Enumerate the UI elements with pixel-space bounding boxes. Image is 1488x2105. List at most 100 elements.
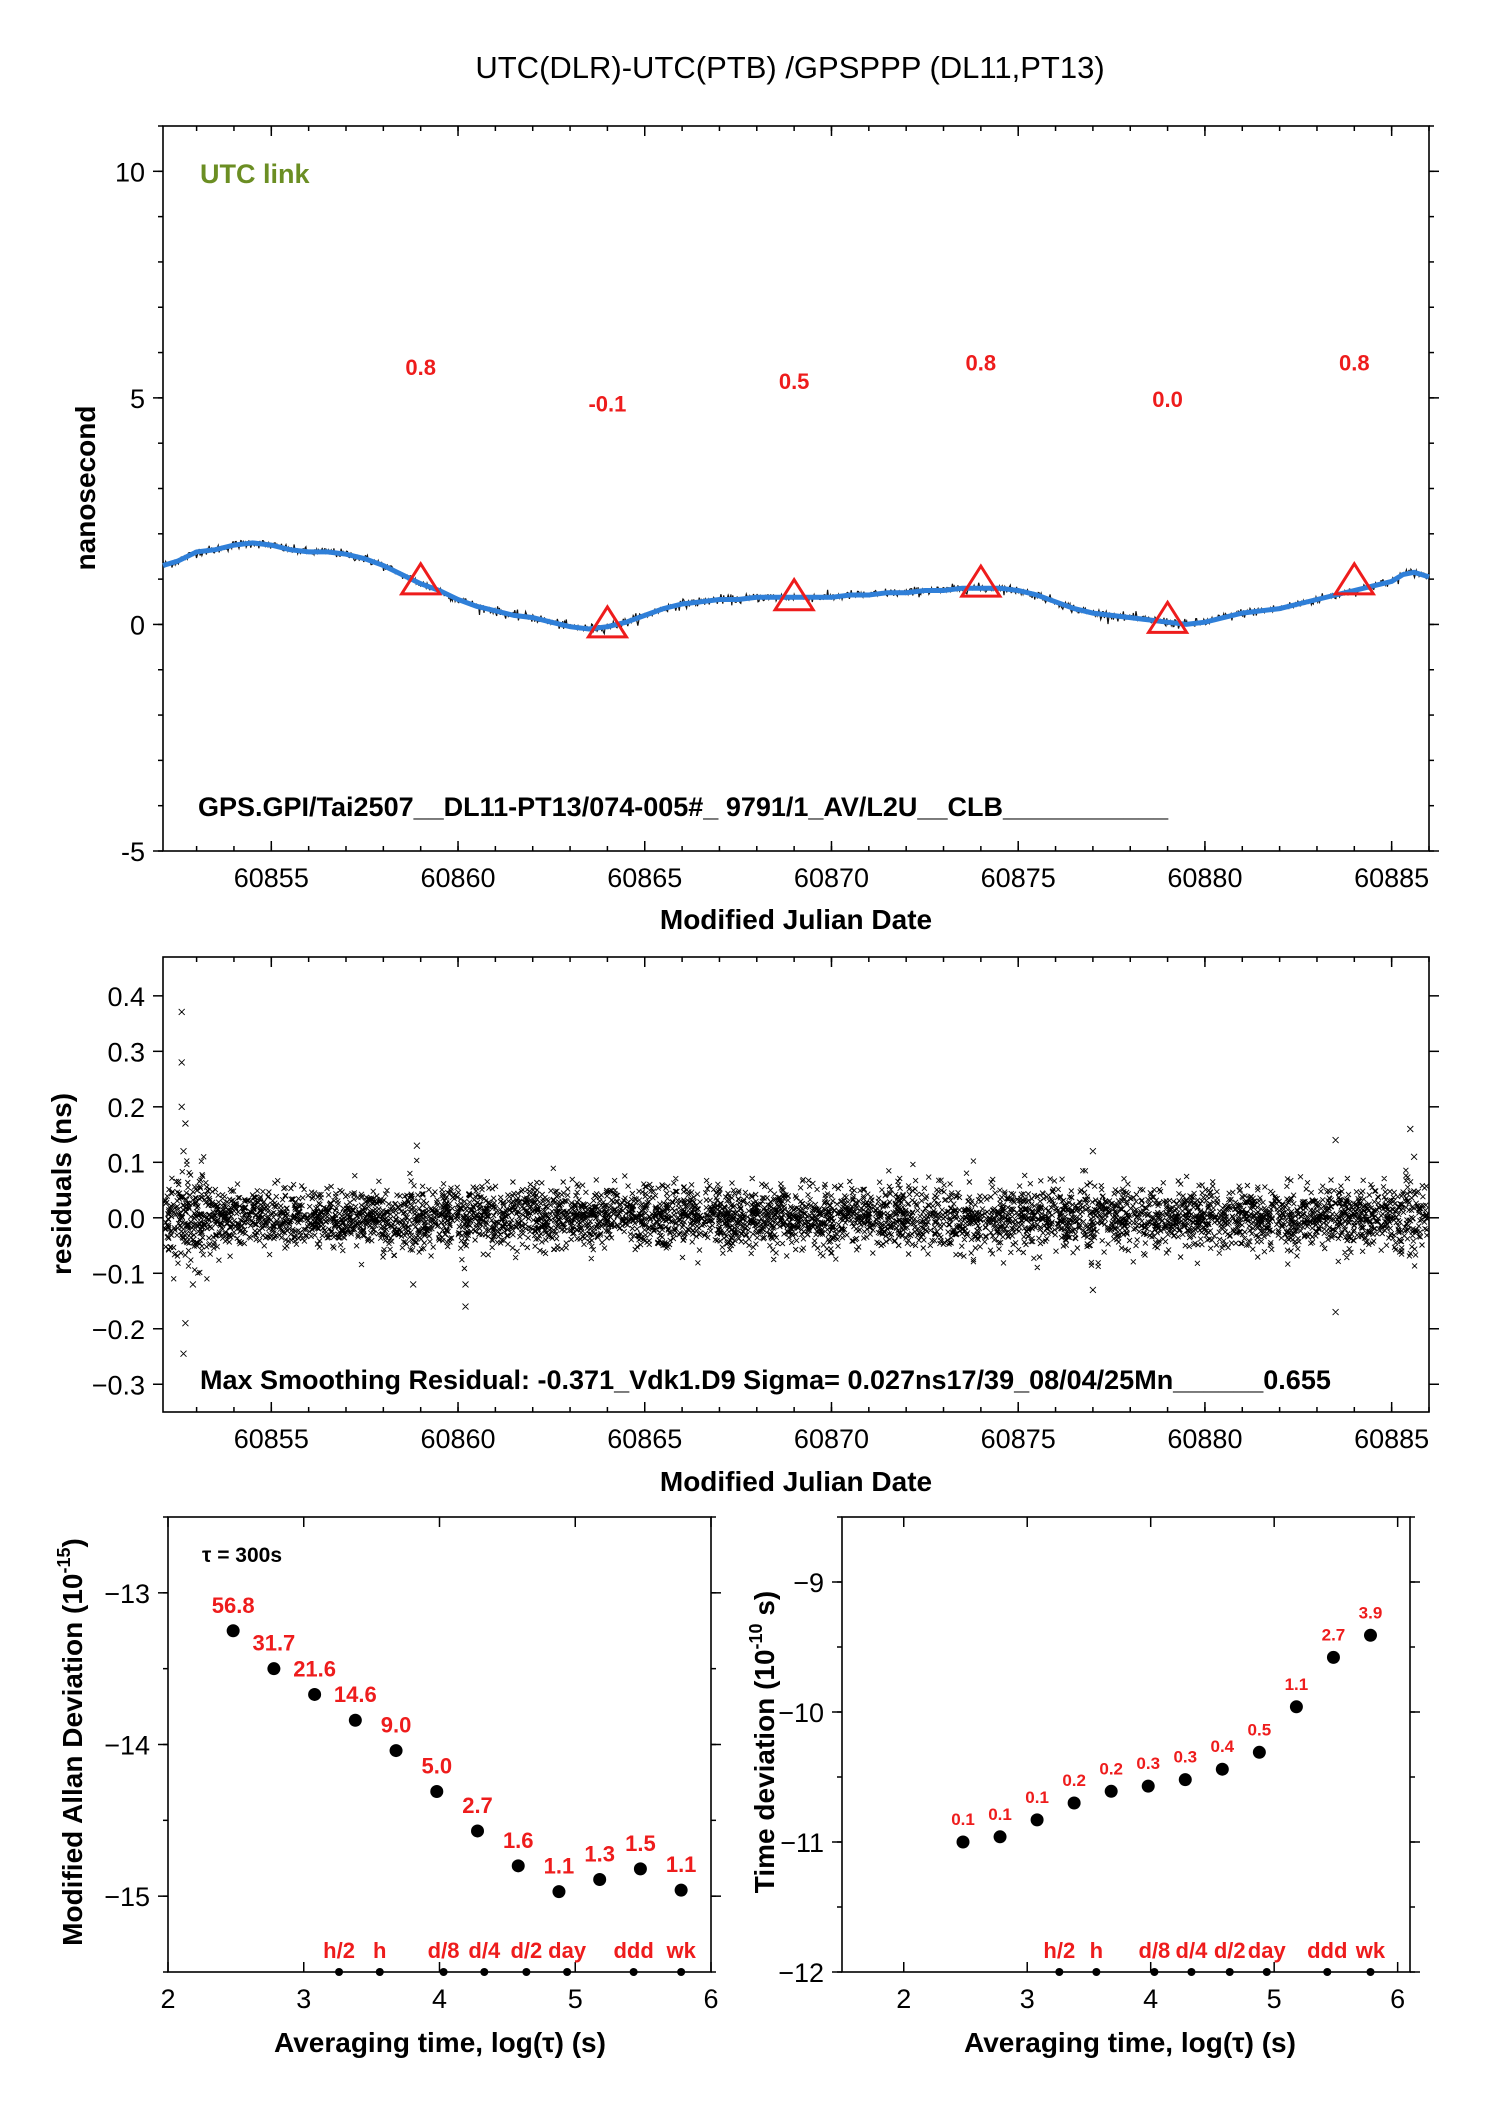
deviation-value-label: 0.4: [1210, 1737, 1234, 1756]
deviation-value-label: 14.6: [334, 1682, 377, 1707]
x-tick-label: 60870: [794, 863, 869, 893]
period-marker-label: d/2: [1214, 1938, 1246, 1963]
period-marker: [677, 1968, 686, 1976]
panel-tdev: 2 3 4 5 6−12−11−10−9 0.1 0.10.10.20.2 0.3 0.30.…: [746, 1516, 1420, 2058]
deviation-point: [471, 1824, 485, 1838]
y-tick-label: −9: [793, 1568, 824, 1598]
deviation-point: [993, 1830, 1007, 1844]
deviation-value-label: 1.1: [1285, 1675, 1309, 1694]
deviation-value-label: 1.3: [584, 1841, 615, 1866]
x-tick-label: 3: [296, 1984, 311, 2014]
y-tick-label: -5: [121, 837, 145, 867]
y-tick-label: −15: [104, 1882, 150, 1912]
deviation-point: [674, 1883, 688, 1897]
period-marker: [563, 1968, 572, 1976]
panel-allan-ylabel-sup: -15: [54, 1547, 74, 1573]
x-tick-label: 60885: [1354, 1424, 1429, 1454]
deviation-value-label: 0.1: [951, 1810, 975, 1829]
y-tick-label: −13: [104, 1579, 150, 1609]
link-tag: UTC link: [200, 159, 310, 189]
x-tick-label: 60880: [1167, 1424, 1242, 1454]
deviation-point: [430, 1785, 444, 1799]
x-tick-label: 60865: [607, 863, 682, 893]
x-tick-label: 2: [896, 1984, 911, 2014]
period-marker-label: wk: [665, 1938, 696, 1963]
x-tick-label: 5: [1267, 1984, 1282, 2014]
panel-offset-footer: GPS.GPI/Tai2507__DL11-PT13/074-005#_ 979…: [198, 792, 1169, 822]
x-tick-label: 3: [1020, 1984, 1035, 2014]
marker-value-label: 0.0: [1152, 387, 1183, 412]
deviation-value-label: 2.7: [462, 1793, 493, 1818]
period-marker: [1092, 1968, 1101, 1976]
panel-residuals-frame: [162, 956, 1430, 1413]
deviation-value-label: 1.1: [666, 1852, 697, 1877]
deviation-point: [1252, 1745, 1266, 1759]
deviation-point: [1289, 1700, 1303, 1714]
panel-allan-ylabel: Modified Allan Deviation (10-15): [54, 1538, 88, 1946]
marker-value-label: 0.5: [779, 369, 810, 394]
x-tick-label: 6: [703, 1984, 718, 2014]
page-title: UTC(DLR)-UTC(PTB) /GPSPPP (DL11,PT13): [475, 50, 1104, 85]
deviation-value-label: 0.3: [1173, 1748, 1197, 1767]
y-tick-label: −10: [778, 1698, 824, 1728]
y-tick-label: 0.4: [107, 982, 145, 1012]
x-tick-label: 6: [1390, 1984, 1405, 2014]
period-marker: [1262, 1968, 1271, 1976]
deviation-point: [1141, 1779, 1155, 1793]
panel-offset-ticks: 60855 60860 60865 60870 60875 60880 60885 -5 0 5 1…: [115, 125, 1439, 893]
y-tick-label: −0.3: [92, 1370, 145, 1400]
y-tick-label: 5: [130, 384, 145, 414]
deviation-value-label: 0.2: [1062, 1771, 1086, 1790]
panel-offset-smooth-curve: [162, 540, 1430, 632]
deviation-point: [389, 1744, 403, 1758]
x-tick-label: 5: [568, 1984, 583, 2014]
marker-value-label: 0.8: [1339, 351, 1370, 376]
deviation-point: [511, 1859, 525, 1873]
y-tick-label: −12: [778, 1958, 824, 1988]
y-tick-label: 10: [115, 157, 145, 187]
panel-tdev-ylabel: Time deviation (10-10 s): [746, 1591, 780, 1894]
deviation-value-label: 1.5: [625, 1831, 656, 1856]
deviation-value-label: 0.3: [1136, 1754, 1160, 1773]
marker-value-label: 0.8: [966, 351, 997, 376]
period-marker: [335, 1968, 344, 1976]
panel-allan-ticks: 2 3 4 5 6 −15 −14 −13: [104, 1516, 721, 2014]
period-marker-label: h: [1090, 1938, 1103, 1963]
period-marker: [375, 1968, 384, 1976]
panel-residuals-points: [162, 1008, 1430, 1358]
deviation-point: [1067, 1796, 1081, 1810]
period-marker: [1150, 1968, 1159, 1976]
panel-residuals-footer: Max Smoothing Residual: -0.371_Vdk1.D9 S…: [200, 1365, 1331, 1395]
period-marker-label: h/2: [1043, 1938, 1075, 1963]
y-tick-label: 0.1: [107, 1148, 145, 1178]
deviation-point: [593, 1872, 607, 1886]
deviation-value-label: 1.6: [503, 1828, 534, 1853]
period-marker: [1225, 1968, 1234, 1976]
y-tick-label: 0.3: [107, 1037, 145, 1067]
y-tick-label: 0.0: [107, 1204, 145, 1234]
x-tick-label: 4: [432, 1984, 447, 2014]
calibration-marker: [398, 561, 443, 596]
panel-tdev-period-markers: h/2 h d/8 d/4 d/2 day ddd wk: [1043, 1938, 1386, 1976]
period-marker: [480, 1968, 489, 1976]
panel-allan: 2 3 4 5 6 −15 −14 −13 56.8 31.721.614.69.0 5.0 2.7…: [54, 1516, 721, 2058]
panel-offset-frame: [162, 125, 1430, 852]
deviation-value-label: 0.1: [1025, 1788, 1049, 1807]
x-tick-label: 60880: [1167, 863, 1242, 893]
panel-tdev-xlabel: Averaging time, log(τ) (s): [964, 2027, 1296, 2058]
calibration-marker: [1332, 561, 1377, 596]
period-marker-label: d/8: [428, 1938, 460, 1963]
deviation-value-label: 0.2: [1099, 1759, 1123, 1778]
period-marker-label: ddd: [1307, 1938, 1347, 1963]
calibration-marker: [772, 576, 816, 612]
deviation-value-label: 0.1: [988, 1805, 1012, 1824]
deviation-point: [1363, 1628, 1377, 1642]
deviation-value-label: 56.8: [212, 1593, 255, 1618]
y-tick-label: 0.2: [107, 1093, 145, 1123]
period-marker-label: d/4: [468, 1938, 501, 1963]
period-marker-label: day: [548, 1938, 587, 1963]
period-marker-label: ddd: [613, 1938, 653, 1963]
panel-residuals-ticks: 60855 60860 60865 60870 60875 60880 60885 −0.3 −…: [92, 957, 1439, 1454]
deviation-value-label: 31.7: [252, 1631, 295, 1656]
